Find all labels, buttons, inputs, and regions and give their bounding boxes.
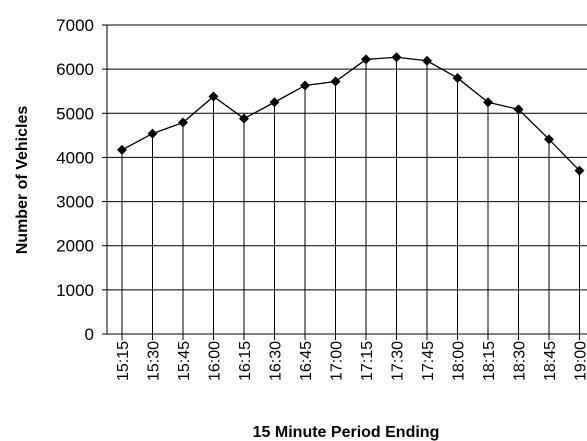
y-tick-label: 6000 — [56, 60, 94, 79]
x-tick-label: 17:00 — [329, 341, 346, 381]
data-point-marker — [544, 134, 554, 145]
data-point-marker — [300, 80, 310, 91]
data-point-marker — [513, 104, 524, 115]
x-tick-label: 17:30 — [390, 341, 407, 381]
y-tick-label: 2000 — [56, 237, 94, 256]
x-tick-label: 17:15 — [359, 341, 376, 381]
data-point-marker — [178, 117, 188, 128]
y-tick-label: 0 — [85, 325, 94, 344]
series-line — [121, 56, 580, 172]
x-tick-label: 15:45 — [176, 341, 193, 381]
x-tick-label: 19:00 — [573, 341, 587, 381]
x-axis-title: 15 Minute Period Ending — [253, 424, 440, 441]
data-point-marker — [361, 54, 371, 65]
x-tick-label: 15:30 — [146, 341, 163, 381]
x-tick-labels: 15:15 15:30 15:45 16:00 16:15 16:30 16:45 17:00… — [115, 341, 587, 381]
x-tick-label: 16:15 — [237, 341, 254, 381]
x-tick-label: 18:15 — [481, 341, 498, 381]
data-point-marker — [330, 76, 341, 87]
x-tick-label: 18:30 — [512, 341, 529, 381]
x-tick-label: 16:45 — [298, 341, 315, 381]
y-tick-label: 1000 — [56, 281, 94, 300]
data-point-marker — [483, 97, 493, 108]
data-point-marker — [391, 52, 402, 63]
y-tick-labels: 0 1000 2000 3000 4000 5000 6000 7000 — [56, 16, 94, 344]
data-point-marker — [208, 91, 219, 102]
data-point-marker — [574, 165, 585, 176]
y-tick-label: 7000 — [56, 16, 94, 35]
series-vehicles — [117, 52, 585, 176]
drop-lines — [121, 57, 580, 334]
gridlines — [107, 24, 587, 291]
data-point-marker — [269, 97, 280, 108]
y-tick-label: 3000 — [56, 193, 94, 212]
x-tick-label: 18:45 — [542, 341, 559, 381]
data-point-marker — [147, 128, 158, 139]
x-tick-label: 15:15 — [115, 341, 132, 381]
y-axis-title: Number of Vehicles — [14, 106, 31, 255]
y-tick-label: 4000 — [56, 148, 94, 167]
x-tick-label: 18:00 — [451, 341, 468, 381]
data-point-marker — [452, 72, 463, 83]
x-tick-label: 17:45 — [420, 341, 437, 381]
x-tick-label: 16:00 — [207, 341, 224, 381]
data-point-marker — [117, 144, 127, 155]
data-point-marker — [422, 55, 432, 66]
axes — [102, 24, 587, 340]
y-tick-label: 5000 — [56, 104, 94, 123]
data-point-marker — [239, 113, 249, 124]
x-tick-label: 16:30 — [268, 341, 285, 381]
